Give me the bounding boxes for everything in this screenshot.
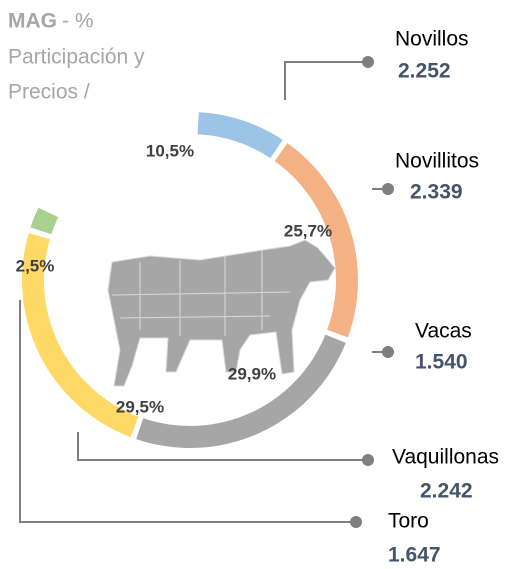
donut-segment [21,233,139,438]
donut-segment [197,112,283,159]
callouts [19,56,394,528]
value-label: 10,5% [146,141,194,160]
chart-title: MAG [8,10,57,33]
price-label: 2.252 [398,60,451,83]
chart-subtitle: Participación y [8,46,145,69]
category-label: Vaquillonas [392,446,499,469]
value-label: 29,9% [228,364,276,383]
price-label: 1.540 [415,351,468,374]
chart-subtitle: Precios / [8,81,90,104]
category-label: Novillos [395,28,469,51]
category-label: Toro [388,510,429,533]
price-label: 2.339 [410,181,463,204]
chart-subtitle: - % [62,10,94,33]
value-label: 2,5% [16,256,55,275]
category-label: Novillitos [395,150,479,173]
cow-silhouette [107,239,336,387]
price-label: 2.242 [420,480,473,503]
donut-segment [136,334,346,448]
donut-segment [30,207,59,235]
price-label: 1.647 [388,544,441,567]
value-label: 25,7% [284,221,332,240]
category-label: Vacas [415,320,472,343]
donut-segment [274,143,358,338]
value-label: 29,5% [116,397,164,416]
